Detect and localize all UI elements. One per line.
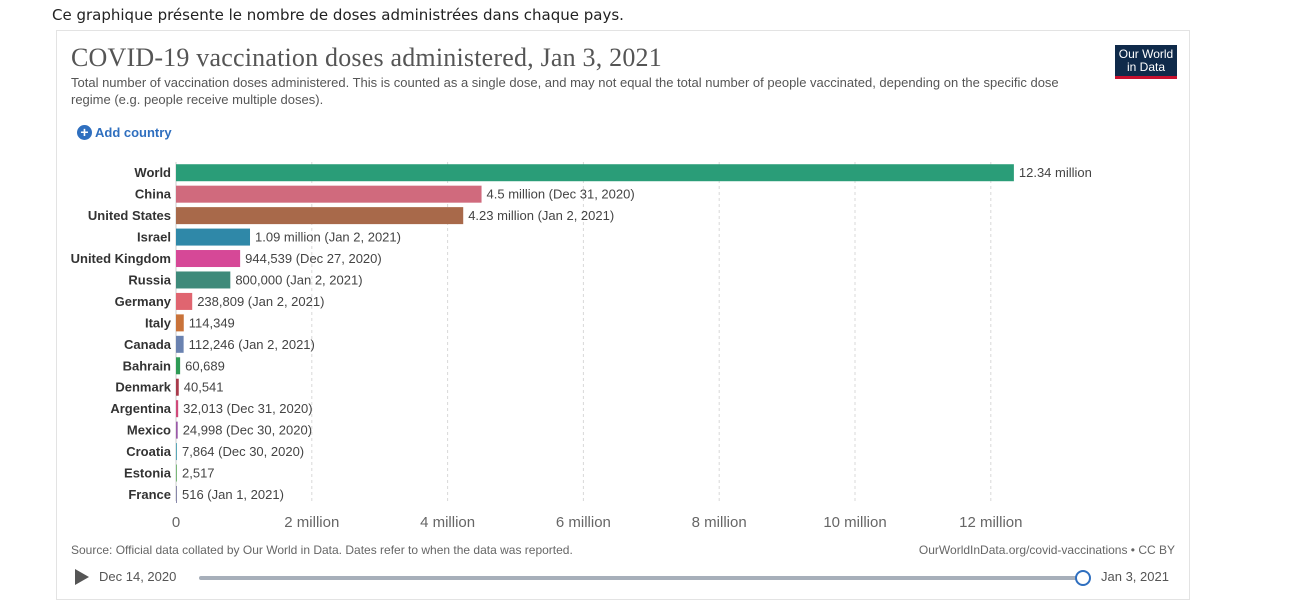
value-label: 944,539 (Dec 27, 2020) — [245, 251, 382, 266]
category-label: United Kingdom — [71, 251, 171, 266]
value-label: 12.34 million — [1019, 165, 1092, 180]
owid-logo[interactable]: Our World in Data — [1115, 45, 1177, 79]
value-label: 800,000 (Jan 2, 2021) — [235, 272, 362, 287]
category-label: Croatia — [126, 444, 172, 459]
value-label: 238,809 (Jan 2, 2021) — [197, 294, 324, 309]
timeline-track[interactable] — [199, 576, 1083, 580]
bar[interactable] — [176, 250, 241, 268]
timeline-start-date: Dec 14, 2020 — [99, 569, 177, 584]
chart-subtitle: Total number of vaccination doses admini… — [71, 75, 1059, 107]
x-tick-label: 6 million — [556, 514, 611, 531]
category-label: Canada — [124, 337, 172, 352]
category-label: China — [135, 187, 172, 202]
category-label: Argentina — [110, 401, 171, 416]
source-note: Source: Official data collated by Our Wo… — [71, 543, 573, 557]
value-label: 114,349 — [189, 315, 235, 330]
category-label: United States — [88, 208, 171, 223]
bar[interactable] — [176, 421, 178, 439]
value-label: 2,517 — [182, 466, 215, 481]
add-country-label: Add country — [95, 125, 172, 140]
category-label: Germany — [115, 294, 172, 309]
category-label: Mexico — [127, 423, 171, 438]
bar[interactable] — [176, 357, 181, 375]
value-label: 32,013 (Dec 31, 2020) — [183, 401, 312, 416]
bar[interactable] — [176, 314, 184, 332]
category-label: France — [128, 487, 171, 502]
value-label: 516 (Jan 1, 2021) — [182, 487, 284, 502]
bar[interactable] — [176, 443, 177, 461]
value-label: 112,246 (Jan 2, 2021) — [189, 337, 315, 352]
category-label: Denmark — [115, 380, 171, 395]
bar[interactable] — [176, 228, 251, 246]
x-tick-label: 4 million — [420, 514, 475, 531]
license-link[interactable]: OurWorldInData.org/covid-vaccinations • … — [918, 543, 1175, 557]
x-tick-label: 2 million — [284, 514, 339, 531]
logo-line-1: Our World — [1118, 47, 1174, 61]
intro-text: Ce graphique présente le nombre de doses… — [52, 6, 624, 24]
value-label: 24,998 (Dec 30, 2020) — [183, 423, 312, 438]
bar[interactable] — [176, 292, 193, 310]
timeline-end-date: Jan 3, 2021 — [1101, 569, 1169, 584]
bar-chart: 0 2 million 4 million 6 million 8 million 10 … — [71, 162, 1092, 531]
value-label: 4.23 million (Jan 2, 2021) — [468, 208, 614, 223]
bar[interactable] — [176, 164, 1014, 182]
chart-card: COVID-19 vaccination doses administered,… — [56, 30, 1190, 600]
x-tick-label: 8 million — [692, 514, 747, 531]
bar[interactable] — [176, 400, 179, 418]
timeline: Dec 14, 2020 Jan 3, 2021 — [71, 567, 1177, 587]
logo-line-2: in Data — [1126, 60, 1166, 74]
timeline-handle[interactable] — [1075, 570, 1091, 586]
bar[interactable] — [176, 207, 464, 225]
bar[interactable] — [176, 464, 177, 482]
bar[interactable] — [176, 185, 482, 203]
bar[interactable] — [176, 378, 179, 396]
value-label: 60,689 — [185, 358, 225, 373]
play-icon[interactable] — [75, 569, 89, 585]
value-label: 7,864 (Dec 30, 2020) — [182, 444, 304, 459]
category-label: Israel — [137, 230, 171, 245]
add-country-button[interactable]: + Add country — [77, 125, 172, 140]
bar[interactable] — [176, 271, 231, 289]
category-label: Russia — [128, 272, 171, 287]
category-label: Estonia — [124, 466, 172, 481]
x-tick-label: 10 million — [823, 514, 886, 531]
value-label: 40,541 — [184, 380, 224, 395]
chart-title: COVID-19 vaccination doses administered,… — [71, 43, 662, 72]
x-tick-label: 0 — [172, 514, 180, 531]
category-label: World — [134, 165, 171, 180]
bar[interactable] — [176, 485, 177, 503]
category-label: Italy — [145, 315, 172, 330]
value-label: 4.5 million (Dec 31, 2020) — [487, 187, 635, 202]
bar[interactable] — [176, 335, 184, 353]
x-tick-label: 12 million — [959, 514, 1022, 531]
category-label: Bahrain — [123, 358, 171, 373]
plus-circle-icon: + — [77, 125, 92, 140]
value-label: 1.09 million (Jan 2, 2021) — [255, 230, 401, 245]
